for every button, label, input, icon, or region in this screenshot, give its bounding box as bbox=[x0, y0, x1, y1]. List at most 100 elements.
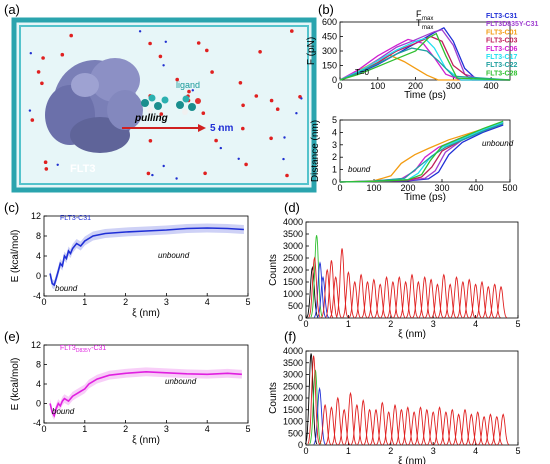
ion bbox=[175, 77, 179, 82]
x-tick-label: 500 bbox=[502, 183, 517, 193]
protein-label: FLT3 bbox=[70, 163, 95, 175]
x-tick-label: 1 bbox=[346, 446, 351, 456]
ion bbox=[148, 139, 153, 143]
x-tick-label: 1 bbox=[346, 319, 351, 329]
histogram-peak-red bbox=[382, 411, 395, 445]
histogram-peak-red bbox=[355, 273, 368, 318]
histogram-peak-red bbox=[495, 285, 508, 319]
ion bbox=[219, 146, 222, 150]
x-axis-label: ξ (nm) bbox=[132, 308, 160, 319]
histogram-peak-red bbox=[405, 273, 419, 318]
legend-entry: FLT3-C31 bbox=[486, 13, 517, 20]
series-line-FLT3-C22 bbox=[339, 123, 504, 183]
panel-f-label: (f) bbox=[284, 329, 296, 344]
x-axis-label: Time (ps) bbox=[404, 90, 446, 101]
histogram-peak-red bbox=[478, 415, 491, 446]
y-tick-label: 5 bbox=[332, 115, 337, 125]
legend-entry: FLT3D835Y-C31 bbox=[486, 21, 538, 28]
x-tick-label: 4 bbox=[473, 446, 478, 456]
y-tick-label: 2500 bbox=[283, 253, 303, 263]
x-axis-label: ξ (nm) bbox=[132, 435, 160, 446]
panel-e-label: (e) bbox=[4, 329, 20, 344]
pmf-line bbox=[49, 370, 242, 418]
x-tick-label: 3 bbox=[164, 297, 169, 307]
ion bbox=[203, 171, 207, 176]
y-tick-label: 450 bbox=[322, 32, 337, 42]
ion bbox=[29, 52, 32, 55]
histogram-peak-red bbox=[325, 260, 338, 318]
histogram-peak-red bbox=[307, 355, 320, 445]
histogram-peak-red bbox=[386, 280, 399, 318]
ion bbox=[237, 157, 240, 160]
pulling-label: pulling bbox=[134, 113, 168, 124]
x-tick-label: 5 bbox=[515, 446, 520, 456]
ion bbox=[69, 33, 73, 38]
chart-histogram-flt3d835y-c31: 0 1 2 3 4 505001000150020002500300035004000ξ … bbox=[268, 346, 521, 464]
ion bbox=[146, 171, 151, 176]
ion bbox=[159, 112, 164, 116]
y-tick-label: 1500 bbox=[283, 277, 303, 287]
y-tick-label: 0 bbox=[36, 271, 41, 281]
ion bbox=[205, 48, 209, 53]
x-tick-label: 0 bbox=[303, 319, 308, 329]
histogram-peak-red bbox=[490, 415, 503, 446]
histogram-peak-red bbox=[367, 278, 380, 318]
histogram-peak-red bbox=[425, 278, 438, 318]
histogram-peak-red bbox=[344, 391, 357, 445]
ion bbox=[41, 56, 45, 60]
ion bbox=[244, 162, 248, 167]
legend-b: FLT3-C31FLT3D835Y-C31FLT3-C01FLT3-C03FLT… bbox=[486, 13, 538, 77]
y-tick-label: 300 bbox=[322, 46, 337, 56]
ion bbox=[300, 97, 303, 100]
y-axis-label: Distance (nm) bbox=[310, 120, 321, 182]
x-tick-label: 1 bbox=[82, 424, 87, 434]
x-tick-label: 5 bbox=[245, 297, 250, 307]
histogram-peak-red bbox=[471, 411, 484, 445]
y-tick-label: 8 bbox=[36, 360, 41, 370]
x-tick-label: 0 bbox=[41, 424, 46, 434]
y-tick-label: 600 bbox=[322, 17, 337, 27]
ion bbox=[201, 111, 206, 115]
x-tick-label: 300 bbox=[434, 183, 449, 193]
histogram-peak-red bbox=[376, 401, 389, 445]
legend-entry: FLT3-C17 bbox=[486, 54, 517, 61]
y-tick-label: 3 bbox=[332, 140, 337, 150]
pmf-line bbox=[49, 227, 244, 287]
y-tick-label: 500 bbox=[288, 301, 303, 311]
fmax-sub: max bbox=[422, 16, 433, 22]
ion bbox=[285, 173, 289, 178]
histogram-peak-red bbox=[374, 283, 387, 318]
ion bbox=[210, 70, 214, 74]
y-tick-label: 4 bbox=[36, 251, 41, 261]
ion bbox=[138, 30, 142, 33]
histogram-peak-red bbox=[439, 411, 452, 445]
x-tick-label: 100 bbox=[370, 81, 385, 91]
ion bbox=[30, 118, 35, 122]
histogram-peak-red bbox=[459, 408, 471, 445]
histogram-peak-red bbox=[444, 283, 457, 318]
y-axis-label: Counts bbox=[268, 254, 279, 286]
ligand-label: ligand bbox=[176, 80, 200, 90]
y-tick-label: 0 bbox=[298, 440, 303, 450]
histogram-peak-red bbox=[369, 408, 382, 445]
histogram-peak-red bbox=[321, 268, 334, 318]
ion bbox=[269, 136, 273, 141]
series-line-FLT3-C22 bbox=[339, 47, 511, 81]
ion bbox=[60, 52, 65, 57]
histogram-peak-red bbox=[418, 275, 431, 318]
histogram-peak-red bbox=[463, 278, 476, 318]
fmax-annotation: F max T max bbox=[416, 9, 433, 31]
ion bbox=[36, 70, 41, 74]
x-tick-label: 5 bbox=[245, 424, 250, 434]
y-tick-label: -4 bbox=[33, 291, 41, 301]
panel-c-label: (c) bbox=[4, 200, 19, 215]
series-line-FLT3-C28 bbox=[339, 32, 511, 81]
y-tick-label: 3500 bbox=[283, 229, 303, 239]
histogram-peak-red bbox=[401, 406, 414, 445]
plot-frame bbox=[339, 119, 511, 183]
ion bbox=[148, 41, 152, 46]
ion bbox=[28, 109, 32, 112]
y-tick-label: 0 bbox=[36, 399, 41, 409]
